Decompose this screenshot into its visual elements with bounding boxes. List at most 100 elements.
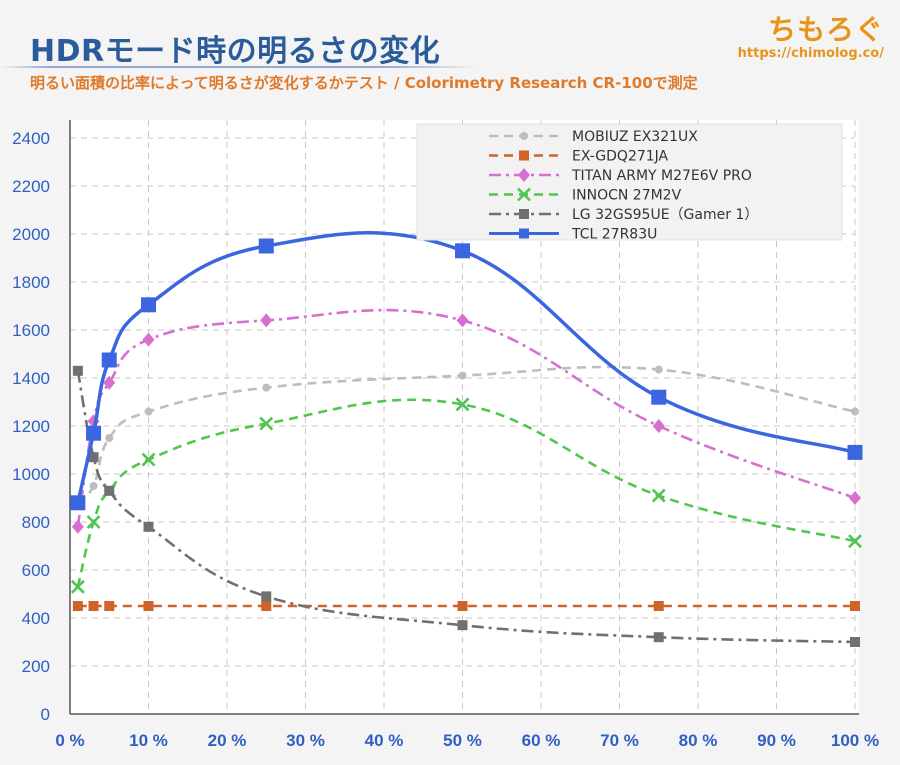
legend-item: EX-GDQ271JA bbox=[489, 149, 669, 165]
x-tick-label: 0 % bbox=[55, 731, 84, 750]
data-point bbox=[259, 416, 274, 431]
data-point bbox=[850, 637, 860, 647]
data-point bbox=[455, 397, 470, 412]
legend-item: INNOCN 27M2V bbox=[489, 188, 682, 204]
data-point bbox=[456, 313, 469, 328]
data-point bbox=[88, 601, 99, 611]
y-tick-label: 1000 bbox=[12, 465, 50, 484]
chart-subtitle: 明るい面積の比率によって明るさが変化するかテスト / Colorimetry R… bbox=[30, 74, 698, 92]
y-tick-label: 2400 bbox=[12, 129, 50, 148]
legend-marker bbox=[519, 209, 529, 219]
series-5 bbox=[70, 231, 863, 511]
legend-marker bbox=[520, 132, 528, 140]
legend-item: MOBIUZ EX321UX bbox=[489, 129, 698, 145]
data-point bbox=[851, 407, 859, 416]
x-tick-label: 50 % bbox=[443, 731, 482, 750]
data-point bbox=[72, 365, 83, 376]
data-point bbox=[101, 352, 117, 368]
series-line bbox=[76, 370, 856, 644]
data-point bbox=[258, 238, 274, 254]
legend-item: TITAN ARMY M27E6V PRO bbox=[489, 168, 752, 184]
data-point bbox=[849, 491, 861, 505]
data-point bbox=[457, 620, 468, 631]
data-point bbox=[847, 444, 863, 460]
data-point bbox=[261, 601, 272, 611]
legend-marker bbox=[519, 228, 529, 239]
data-point bbox=[653, 601, 664, 611]
data-point bbox=[260, 313, 273, 328]
data-point bbox=[71, 519, 84, 534]
x-tick-label: 10 % bbox=[129, 731, 168, 750]
data-point bbox=[86, 515, 101, 529]
legend-label: TITAN ARMY M27E6V PRO bbox=[571, 168, 752, 184]
y-tick-label: 0 bbox=[41, 705, 50, 724]
y-tick-label: 800 bbox=[22, 513, 50, 532]
data-point bbox=[458, 371, 467, 380]
y-tick-label: 1600 bbox=[12, 321, 50, 340]
data-point bbox=[262, 383, 271, 392]
legend-label: EX-GDQ271JA bbox=[572, 149, 669, 165]
legend-item: LG 32GS95UE（Gamer 1） bbox=[489, 207, 758, 223]
series-4 bbox=[72, 365, 860, 647]
data-point bbox=[455, 243, 470, 259]
y-tick-label: 1200 bbox=[12, 417, 50, 436]
x-tick-label: 90 % bbox=[757, 731, 796, 750]
data-point bbox=[103, 375, 116, 390]
y-tick-label: 600 bbox=[22, 561, 50, 580]
legend-marker bbox=[519, 150, 529, 161]
data-point bbox=[848, 534, 862, 549]
data-point bbox=[261, 591, 272, 602]
data-point bbox=[70, 495, 86, 511]
data-point bbox=[105, 434, 114, 442]
legend-item: TCL 27R83U bbox=[489, 227, 657, 243]
legend-box bbox=[416, 123, 843, 241]
data-point bbox=[651, 488, 666, 503]
legend-label: LG 32GS95UE（Gamer 1） bbox=[572, 207, 758, 223]
data-point bbox=[141, 452, 156, 467]
legend-label: INNOCN 27M2V bbox=[572, 188, 682, 204]
data-point bbox=[88, 452, 99, 463]
data-point bbox=[651, 389, 667, 405]
chart-axes: 0 200 400 600 800 1000 1200 1400 1600 1800 2000 220… bbox=[12, 120, 879, 750]
legend-marker bbox=[518, 168, 530, 182]
legend-marker bbox=[517, 187, 531, 202]
x-tick-label: 20 % bbox=[208, 731, 247, 750]
data-point bbox=[143, 521, 154, 532]
data-point bbox=[72, 601, 83, 611]
data-point bbox=[654, 365, 663, 374]
y-tick-label: 1400 bbox=[12, 369, 50, 388]
x-tick-label: 30 % bbox=[286, 731, 325, 750]
x-tick-label: 80 % bbox=[679, 731, 718, 750]
y-tick-label: 1800 bbox=[12, 273, 50, 292]
data-point bbox=[850, 601, 860, 611]
y-tick-label: 400 bbox=[22, 609, 50, 628]
data-point bbox=[104, 601, 115, 611]
title-underline bbox=[0, 66, 480, 68]
y-tick-label: 2000 bbox=[12, 225, 50, 244]
series-line bbox=[76, 365, 856, 504]
data-point bbox=[143, 601, 154, 611]
legend-label: TCL 27R83U bbox=[571, 227, 657, 243]
y-tick-label: 200 bbox=[22, 657, 50, 676]
x-tick-label: 100 % bbox=[831, 731, 879, 750]
data-point bbox=[142, 332, 155, 347]
data-point bbox=[141, 297, 156, 313]
data-point bbox=[653, 632, 664, 643]
chart-title: HDRモード時の明るさの変化 bbox=[30, 34, 441, 69]
chart-legend: MOBIUZ EX321UX EX-GDQ271JA TITAN ARMY M27E… bbox=[416, 123, 843, 243]
legend-label: MOBIUZ EX321UX bbox=[572, 129, 698, 145]
data-point bbox=[86, 425, 102, 441]
data-point bbox=[652, 419, 665, 433]
data-point bbox=[104, 485, 115, 496]
data-point bbox=[70, 579, 85, 594]
brand-url: https://chimolog.co/ bbox=[737, 46, 884, 61]
brand-name: ちもろぐ bbox=[767, 13, 884, 46]
x-tick-label: 60 % bbox=[522, 731, 561, 750]
data-point bbox=[144, 407, 153, 416]
chart-series bbox=[70, 231, 863, 647]
data-point bbox=[457, 601, 468, 611]
x-tick-label: 70 % bbox=[600, 731, 639, 750]
x-tick-label: 40 % bbox=[365, 731, 404, 750]
y-tick-label: 2200 bbox=[12, 177, 50, 196]
